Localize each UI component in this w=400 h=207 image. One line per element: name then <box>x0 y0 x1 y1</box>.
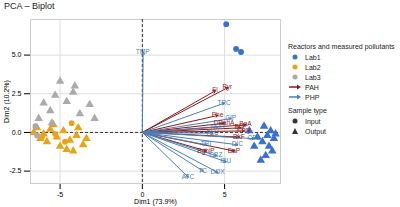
svg-text:TC: TC <box>198 167 207 174</box>
svg-text:DIC: DIC <box>232 140 244 147</box>
svg-text:TMP: TMP <box>136 48 150 55</box>
svg-text:IBU: IBU <box>220 157 231 164</box>
svg-text:CIP: CIP <box>225 114 236 121</box>
svg-text:-2.5: -2.5 <box>9 167 21 174</box>
svg-text:BghiP: BghiP <box>197 146 215 154</box>
html-text:PAH: PAH <box>305 83 319 91</box>
svg-text:BaP: BaP <box>228 147 240 154</box>
svg-text:0: 0 <box>140 191 145 199</box>
svg-text:5.0: 5.0 <box>12 51 22 58</box>
svg-text:TRC: TRC <box>217 99 231 106</box>
svg-text:ATC: ATC <box>182 173 195 180</box>
svg-text:Phe: Phe <box>212 111 224 118</box>
html-text:Lab3: Lab3 <box>305 73 321 81</box>
html-text:Reactors and measured pollutan: Reactors and measured pollutants <box>288 43 395 50</box>
html-text:Sample type: Sample type <box>288 107 327 114</box>
svg-text:0.0: 0.0 <box>12 129 22 136</box>
svg-text:Chry: Chry <box>236 126 251 134</box>
svg-text:TRI: TRI <box>201 140 212 147</box>
html-text:Lab1: Lab1 <box>305 53 321 61</box>
svg-text:Pyr: Pyr <box>222 83 233 91</box>
html-text:PCA – Biplot: PCA – Biplot <box>4 1 55 11</box>
svg-text:BaA: BaA <box>239 120 252 128</box>
html-text:Lab2: Lab2 <box>305 63 321 71</box>
svg-text:CFL: CFL <box>248 134 261 141</box>
html-text:Output: Output <box>305 127 326 135</box>
svg-text:FLU: FLU <box>206 129 219 136</box>
svg-text:NOR: NOR <box>210 122 225 130</box>
svg-text:DOX: DOX <box>210 168 225 175</box>
svg-text:Fl: Fl <box>212 86 218 93</box>
svg-text:Dim2 (10.2%): Dim2 (10.2%) <box>3 80 11 123</box>
svg-text:BkF: BkF <box>233 133 245 140</box>
svg-text:CBZ: CBZ <box>209 151 223 159</box>
svg-text:2.5: 2.5 <box>12 90 22 97</box>
html-text:Input: Input <box>305 117 321 125</box>
html-text:PHP: PHP <box>305 93 320 101</box>
svg-text:Dim1 (73.9%): Dim1 (73.9%) <box>134 198 177 206</box>
svg-text:5: 5 <box>223 191 227 198</box>
svg-text:-5: -5 <box>57 191 63 198</box>
